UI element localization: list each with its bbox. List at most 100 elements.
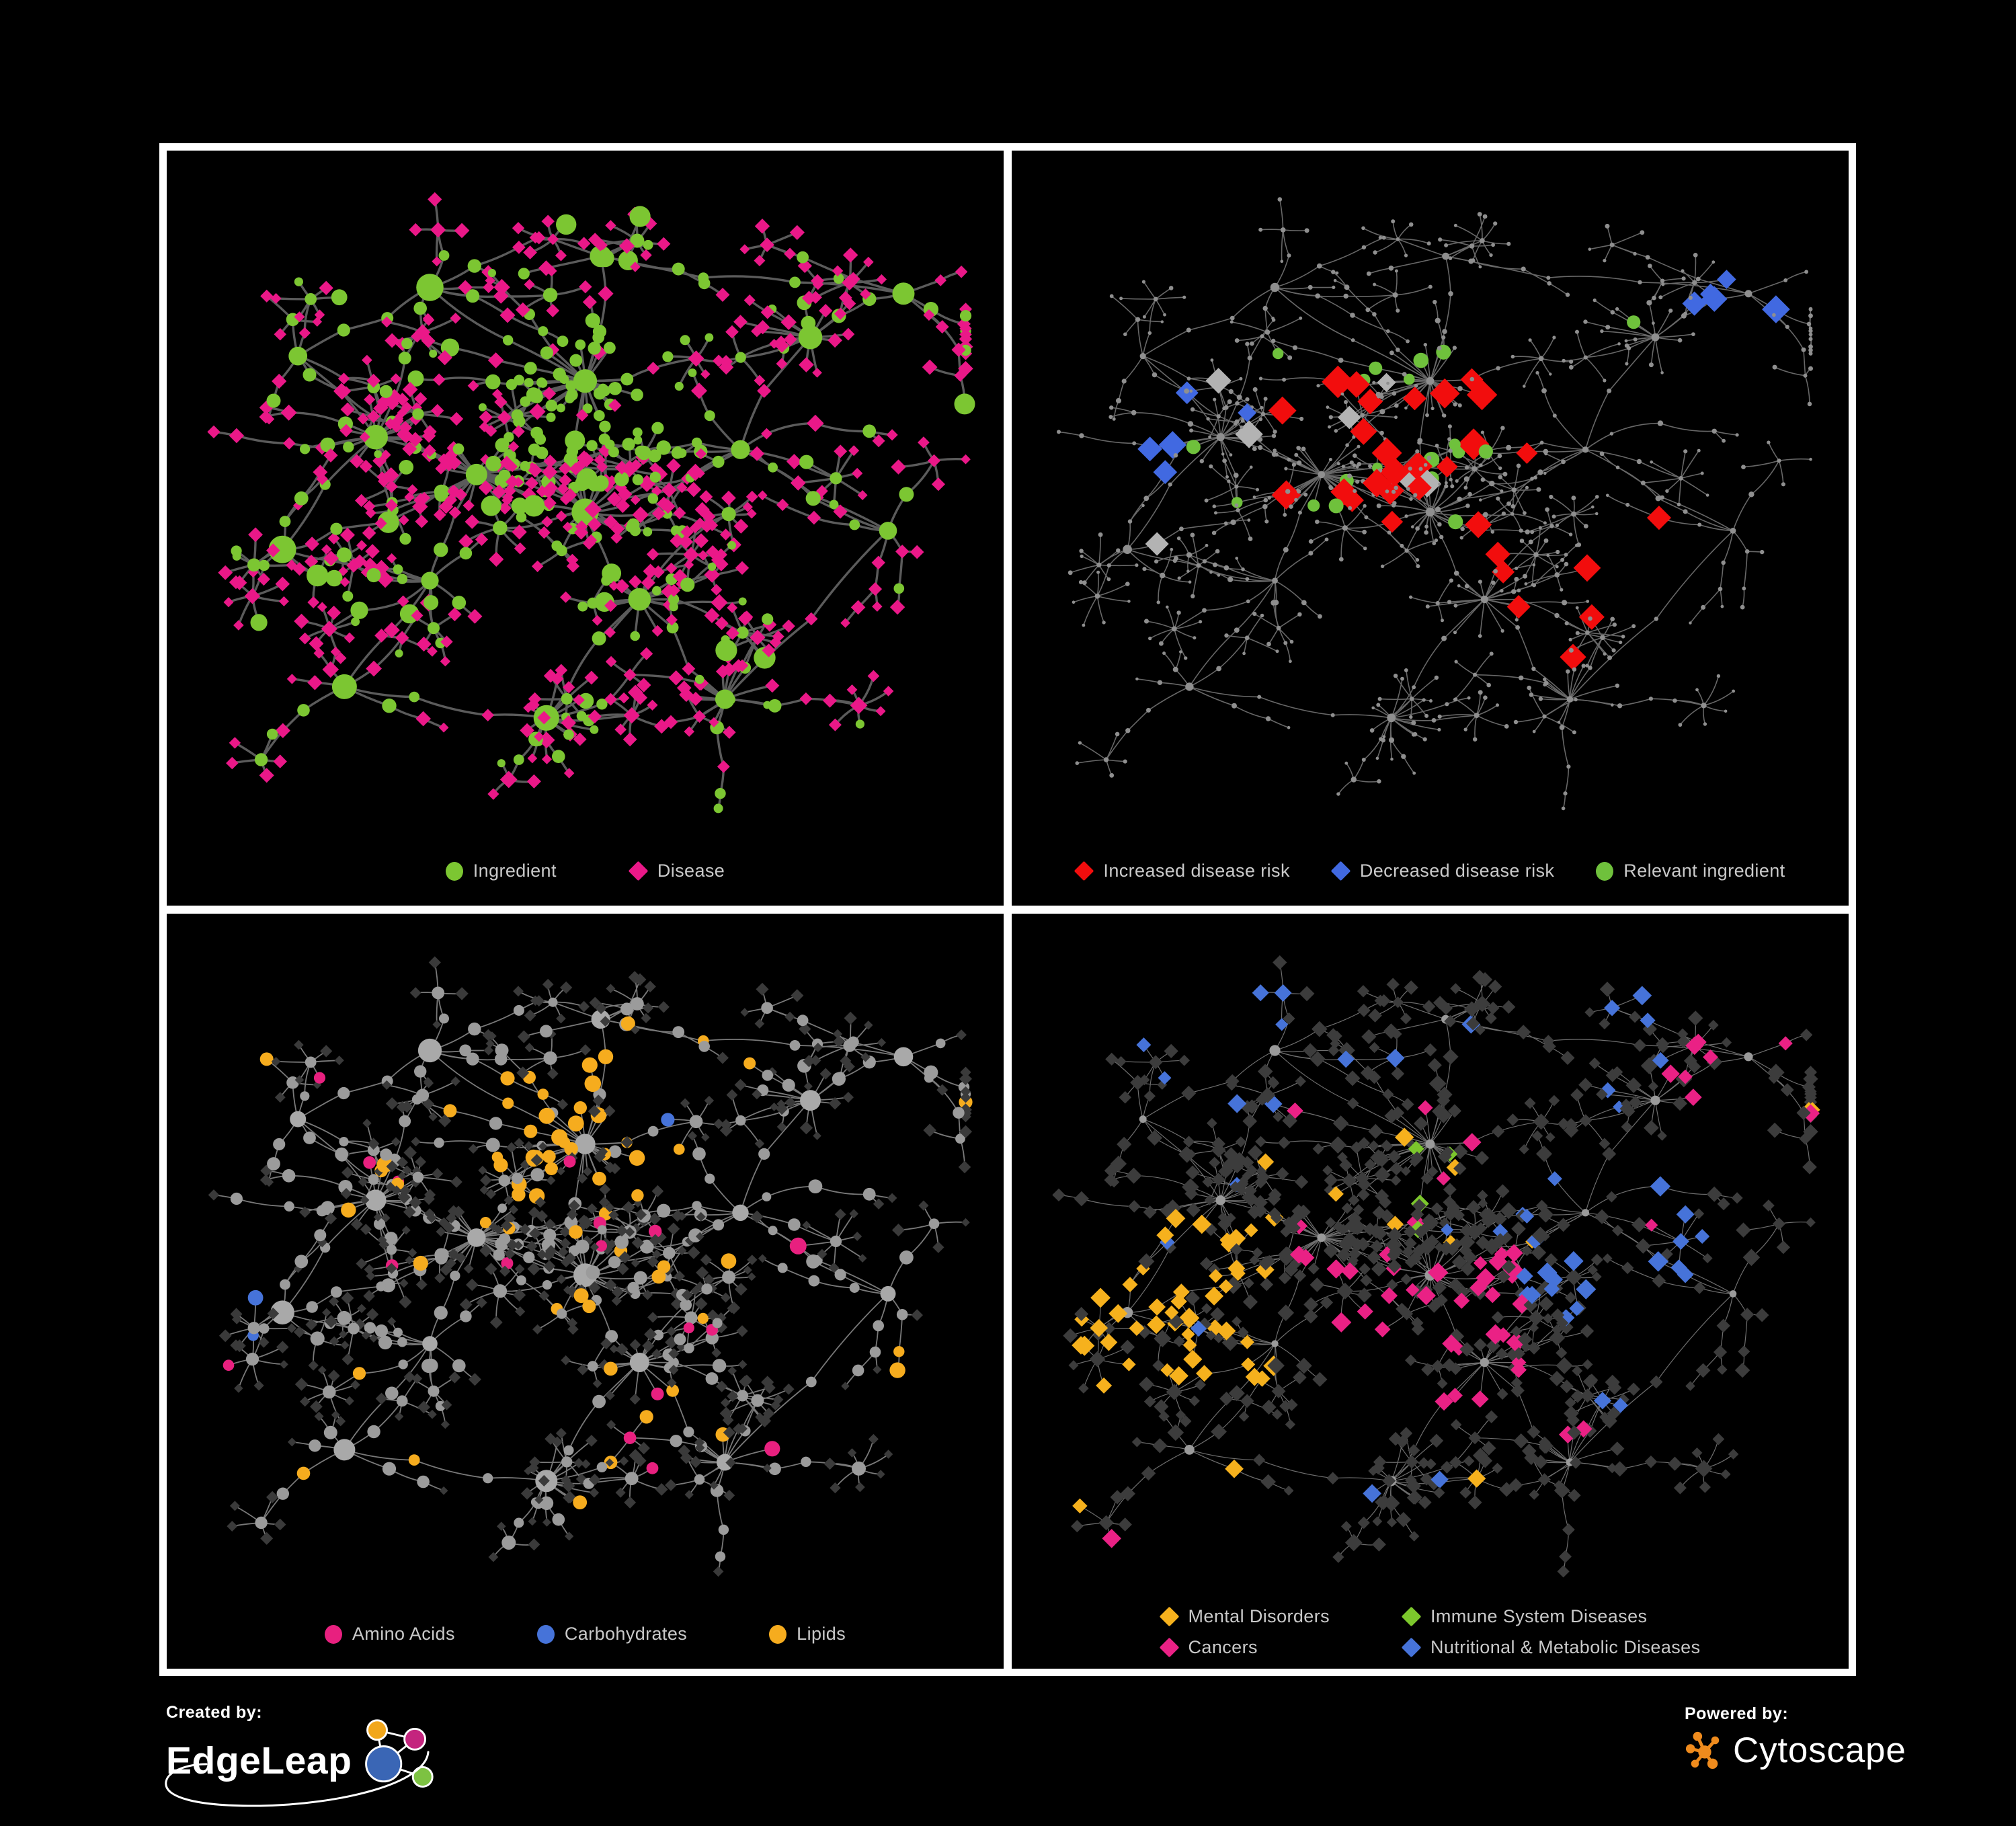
network-node [1438, 237, 1443, 242]
network-node [413, 1255, 428, 1271]
network-node [1736, 1222, 1751, 1238]
network-node [1089, 1351, 1106, 1367]
network-node [573, 1288, 589, 1304]
network-node [1386, 381, 1389, 385]
network-node [598, 1049, 614, 1064]
network-node [1282, 377, 1287, 382]
network-node [631, 389, 643, 401]
network-node [1074, 1191, 1090, 1207]
network-node [1385, 1049, 1405, 1068]
network-node [700, 1254, 712, 1266]
network-node [1221, 452, 1225, 456]
network-node [339, 1330, 348, 1339]
network-node [1331, 270, 1336, 274]
network-node [1386, 1216, 1404, 1233]
legend-label: Mental Disorders [1188, 1606, 1330, 1626]
network-node [769, 636, 782, 649]
network-node [588, 342, 601, 355]
network-node [424, 1076, 433, 1086]
network-node [1205, 1286, 1224, 1306]
network-node [1072, 600, 1076, 604]
network-node [1344, 400, 1348, 404]
network-node [610, 531, 623, 544]
network-node [928, 1218, 940, 1229]
network-node [683, 547, 699, 563]
network-node [1364, 1158, 1377, 1170]
network-node [668, 670, 684, 686]
network-node [1802, 1160, 1817, 1175]
network-node [704, 1095, 715, 1106]
network-node [1568, 647, 1574, 653]
network-node [411, 1373, 423, 1384]
network-node [273, 754, 287, 768]
network-node [1413, 352, 1429, 368]
legend-item: Ingredient [445, 861, 557, 881]
network-node [1466, 1017, 1480, 1031]
legend-item: Amino Acids [324, 1624, 455, 1644]
network-node [439, 1013, 449, 1024]
network-node [1252, 1195, 1268, 1210]
network-node [622, 732, 637, 747]
network-node [757, 383, 772, 398]
network-node [575, 409, 589, 422]
network-node [376, 1281, 386, 1292]
edgeleap-branding: Created by: EdgeLeap [165, 1703, 516, 1811]
network-node [597, 1225, 607, 1235]
network-node [1651, 333, 1660, 342]
network-node [499, 455, 514, 470]
footer: Created by: EdgeLeap Powered by: [0, 1676, 2016, 1820]
network-node [1291, 463, 1296, 467]
network-node [1408, 1444, 1420, 1457]
network-node [953, 1107, 965, 1119]
network-node [1115, 1056, 1127, 1067]
network-node [646, 1462, 659, 1474]
network-node [676, 680, 692, 695]
network-node [1529, 1489, 1539, 1500]
network-node [1409, 697, 1414, 701]
network-node [668, 1348, 680, 1359]
network-node [1213, 397, 1217, 401]
network-node [1457, 386, 1463, 391]
network-node [1602, 1253, 1613, 1264]
network-node [1241, 1189, 1257, 1205]
network-node [688, 691, 703, 706]
network-node [1234, 422, 1238, 426]
network-node [1611, 648, 1616, 653]
network-node [721, 507, 736, 522]
network-node [524, 279, 535, 290]
network-node [518, 268, 530, 280]
network-node [417, 1038, 442, 1063]
network-node [397, 1337, 407, 1347]
network-node [530, 1154, 543, 1166]
network-node [622, 438, 635, 451]
network-node [409, 223, 422, 237]
network-node [424, 1358, 438, 1373]
network-node [1519, 539, 1525, 543]
network-graph-nutrient-classes [208, 956, 973, 1577]
network-node [516, 1066, 530, 1080]
network-node [629, 1393, 641, 1405]
network-node [688, 368, 697, 377]
network-node [467, 1228, 486, 1247]
network-node [1689, 1033, 1707, 1051]
network-node [276, 1487, 289, 1500]
network-node [1732, 689, 1735, 693]
network-node [280, 1279, 290, 1290]
network-node [1480, 238, 1485, 243]
network-node [1164, 1305, 1179, 1320]
network-node [1478, 1198, 1488, 1209]
network-node [1564, 1251, 1584, 1271]
network-node [1225, 475, 1229, 479]
network-node [1453, 402, 1457, 407]
network-node [1426, 241, 1431, 246]
network-node [1581, 664, 1586, 668]
network-node [573, 1495, 588, 1509]
network-node [604, 627, 616, 638]
network-node [1435, 317, 1441, 323]
network-node [1713, 1345, 1728, 1359]
network-node [1469, 1226, 1481, 1238]
network-node [409, 691, 420, 703]
network-node [1617, 342, 1621, 346]
network-node [1283, 1012, 1295, 1025]
network-node [307, 675, 323, 690]
